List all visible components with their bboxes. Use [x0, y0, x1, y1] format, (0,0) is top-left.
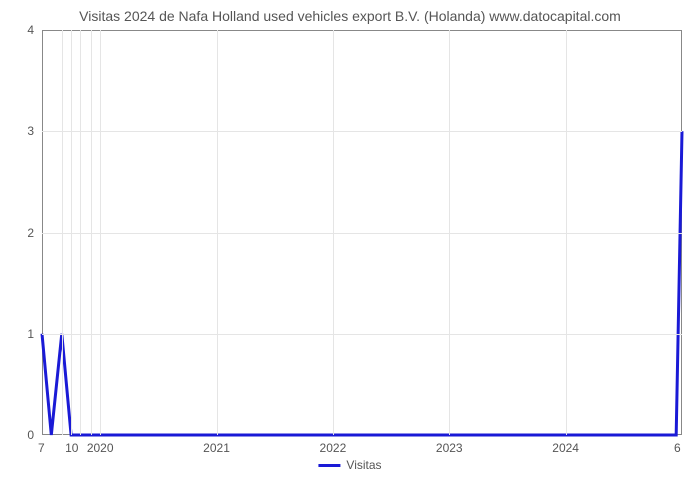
- gridline-h: [42, 334, 682, 335]
- gridline-v-minor: [62, 30, 63, 435]
- chart-title: Visitas 2024 de Nafa Holland used vehicl…: [0, 0, 700, 24]
- x-tick-label: 2022: [320, 441, 347, 455]
- y-tick-label: 4: [27, 23, 34, 37]
- legend: Visitas: [318, 458, 381, 472]
- gridline-v: [333, 30, 334, 435]
- x-tick-label: 2023: [436, 441, 463, 455]
- plot-area: 01234202020212022202320247106: [42, 30, 682, 435]
- legend-swatch: [318, 464, 340, 467]
- gridline-v: [566, 30, 567, 435]
- gridline-v-minor: [91, 30, 92, 435]
- gridline-v: [217, 30, 218, 435]
- gridline-v: [100, 30, 101, 435]
- legend-label: Visitas: [346, 458, 381, 472]
- y-tick-label: 1: [27, 327, 34, 341]
- y-tick-label: 0: [27, 428, 34, 442]
- x-tick-label: 2024: [552, 441, 579, 455]
- corner-label-extra: 10: [65, 441, 78, 455]
- chart-container: Visitas 2024 de Nafa Holland used vehicl…: [0, 0, 700, 500]
- y-tick-label: 3: [27, 124, 34, 138]
- y-tick-label: 2: [27, 226, 34, 240]
- corner-label-bl: 7: [38, 441, 45, 455]
- corner-label-br: 6: [674, 441, 681, 455]
- x-tick-label: 2020: [87, 441, 114, 455]
- gridline-h: [42, 233, 682, 234]
- gridline-v-minor: [80, 30, 81, 435]
- x-tick-label: 2021: [203, 441, 230, 455]
- gridline-v-minor: [71, 30, 72, 435]
- gridline-h: [42, 131, 682, 132]
- gridline-v: [449, 30, 450, 435]
